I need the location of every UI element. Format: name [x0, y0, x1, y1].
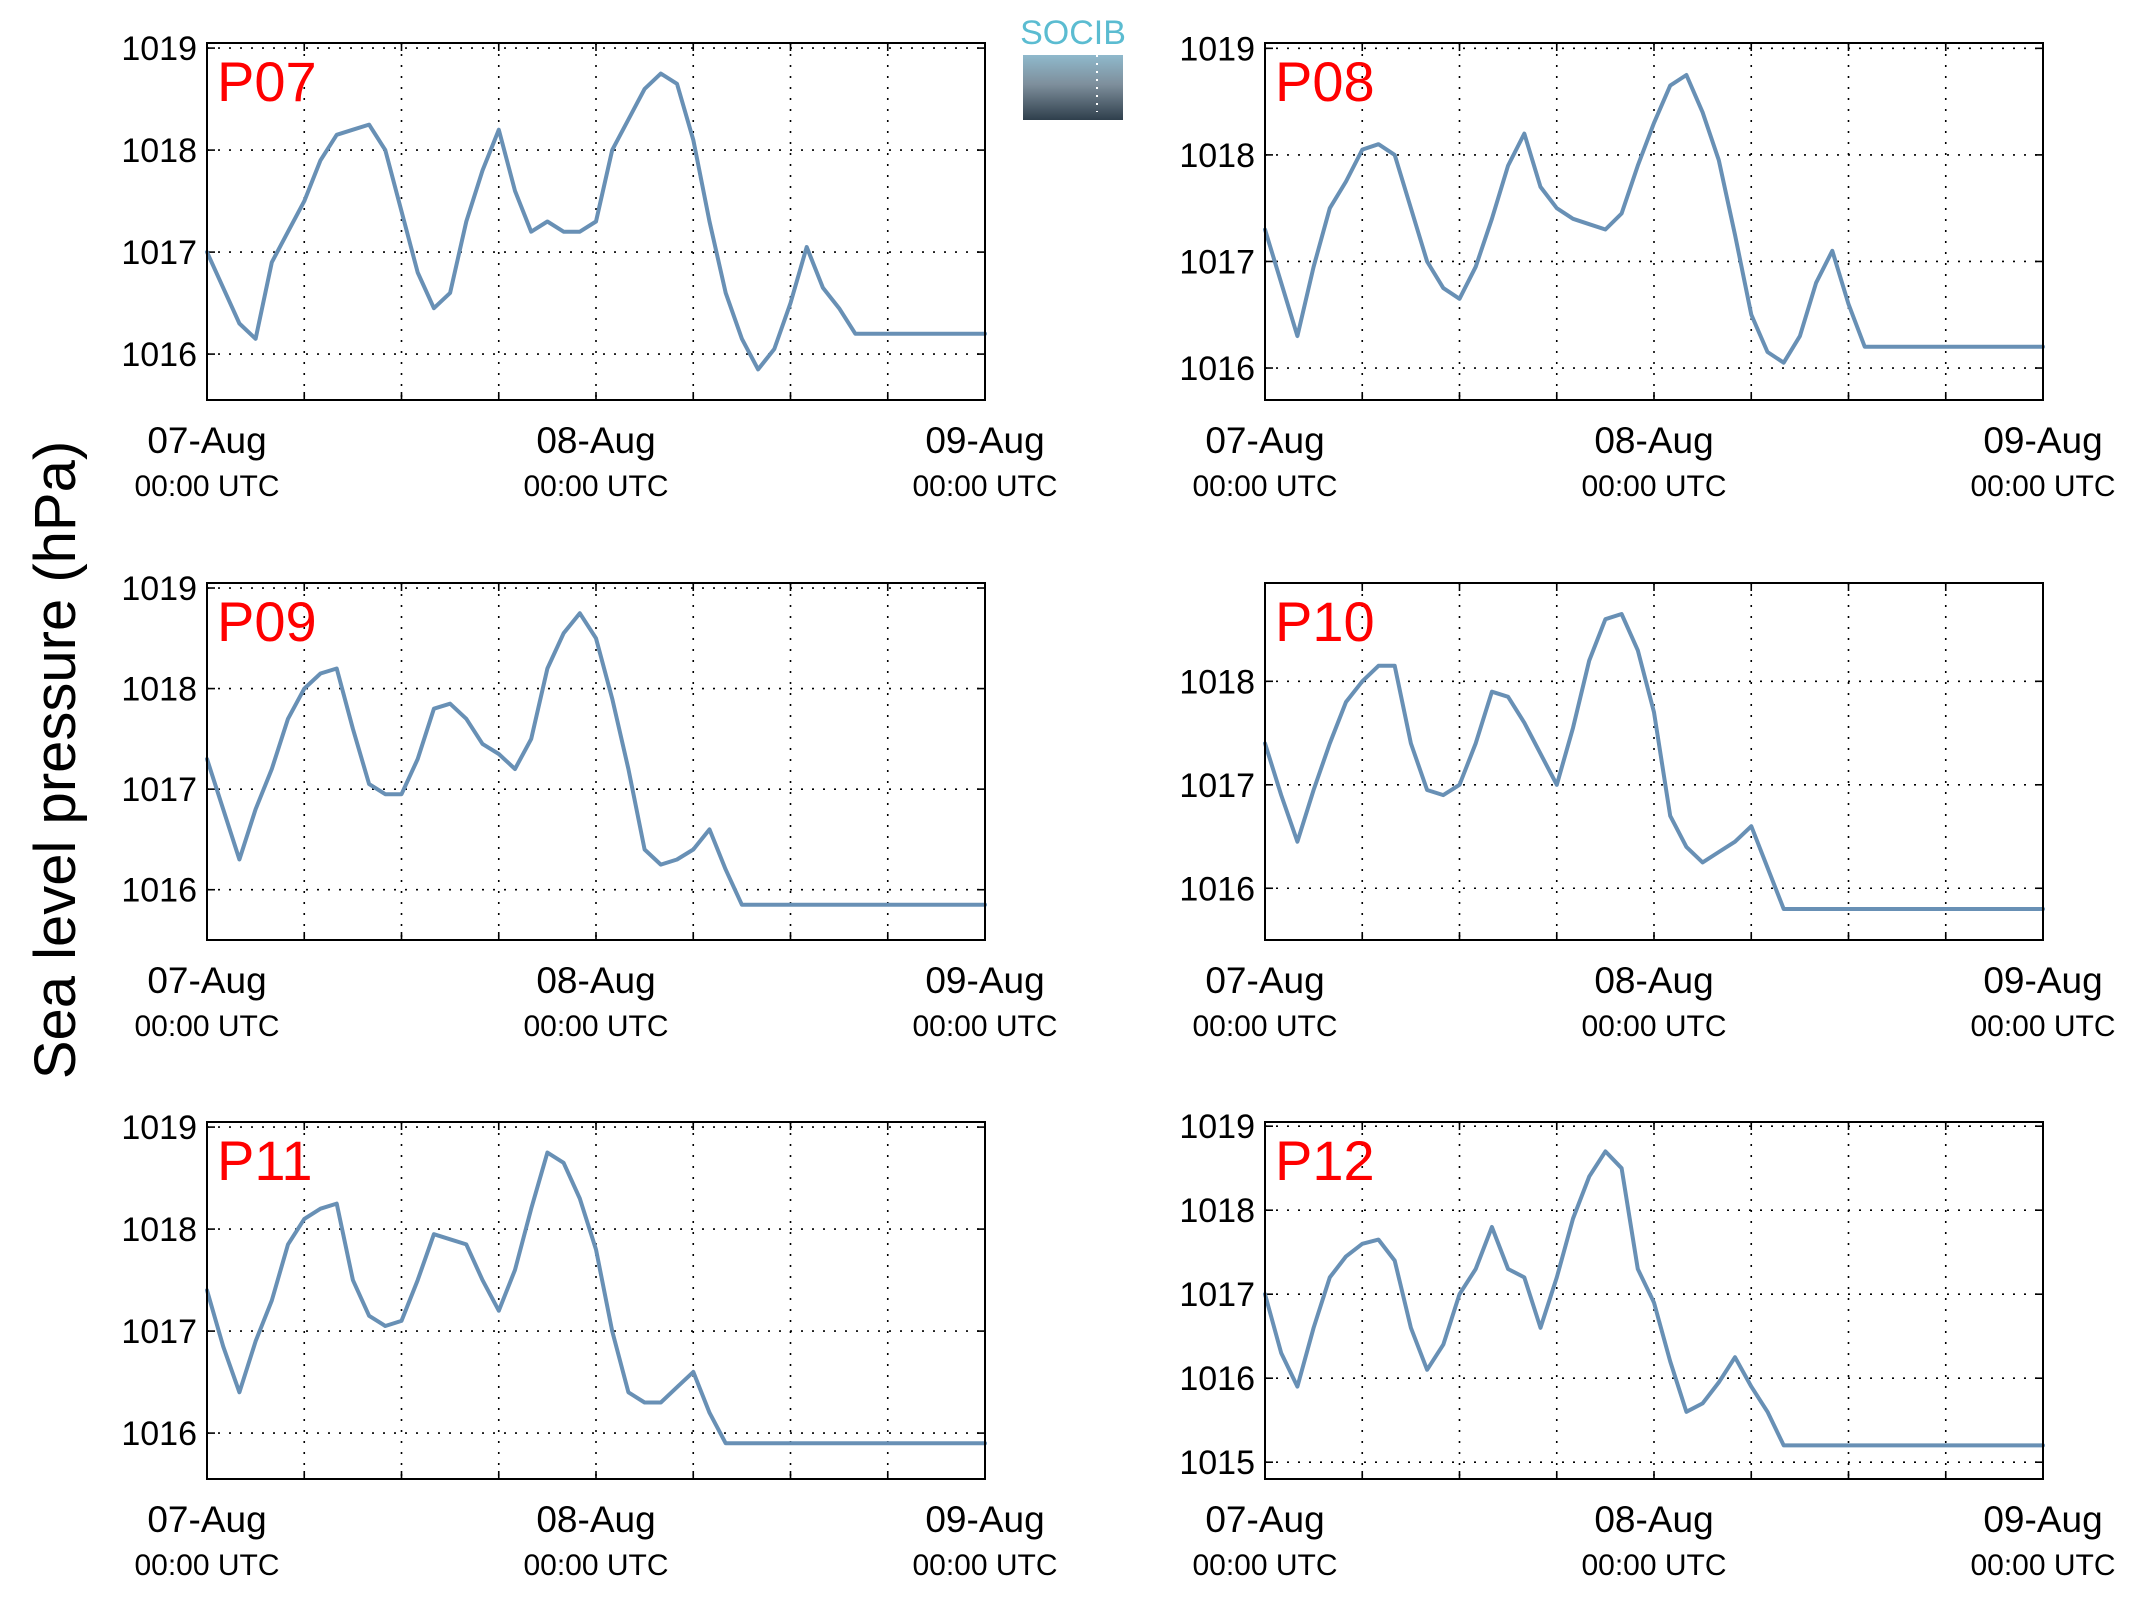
x-tick-time-label: 00:00 UTC — [1581, 1549, 1726, 1582]
x-tick-date-label: 07-Aug — [1205, 420, 1324, 461]
y-tick-label: 1016 — [121, 872, 197, 910]
y-tick-label: 1016 — [1179, 870, 1255, 908]
x-tick-date-label: 08-Aug — [536, 420, 655, 461]
y-tick-label: 1017 — [1179, 1276, 1255, 1314]
y-tick-label: 1017 — [121, 1313, 197, 1351]
x-tick-date-label: 07-Aug — [147, 420, 266, 461]
x-tick-time-label: 00:00 UTC — [134, 1010, 279, 1043]
x-tick-date-label: 07-Aug — [1205, 1499, 1324, 1540]
y-tick-label: 1017 — [1179, 243, 1255, 281]
y-axis-title: Sea level pressure (hPa) — [23, 441, 88, 1079]
y-tick-label: 1016 — [1179, 350, 1255, 388]
axes-frame — [1264, 42, 2044, 401]
x-tick-time-label: 00:00 UTC — [1581, 470, 1726, 503]
x-tick-time-label: 00:00 UTC — [1192, 470, 1337, 503]
x-tick-time-label: 00:00 UTC — [912, 470, 1057, 503]
x-tick-date-label: 09-Aug — [925, 960, 1044, 1001]
chart-panel-p07: 1016 1017 1018 1019 P07 07-Aug 00:00 UTC 08-Aug… — [121, 30, 1057, 503]
chart-panel-p11: 1016 1017 1018 1019 P11 07-Aug 00:00 UTC 08-Aug… — [121, 1109, 1057, 1582]
panel-label: P07 — [217, 50, 317, 113]
x-tick-time-label: 00:00 UTC — [912, 1010, 1057, 1043]
x-tick-date-label: 08-Aug — [1594, 1499, 1713, 1540]
x-tick-date-label: 08-Aug — [536, 960, 655, 1001]
x-tick-time-label: 00:00 UTC — [912, 1549, 1057, 1582]
y-tick-label: 1016 — [121, 1415, 197, 1453]
x-tick-time-label: 00:00 UTC — [134, 470, 279, 503]
x-tick-date-label: 07-Aug — [147, 960, 266, 1001]
pressure-series-line — [1263, 612, 2045, 911]
axes-frame — [206, 582, 986, 941]
panel-label: P08 — [1275, 50, 1375, 113]
y-tick-label: 1018 — [121, 1211, 197, 1249]
x-tick-time-label: 00:00 UTC — [134, 1549, 279, 1582]
chart-panel-p09: 1016 1017 1018 1019 P09 07-Aug 00:00 UTC 08-Aug… — [121, 570, 1057, 1043]
chart-panel-p12: 1015 1016 1017 1018 1019 P12 07-Aug 00:00 UTC 08… — [1179, 1108, 2115, 1582]
y-tick-label: 1019 — [1179, 30, 1255, 68]
panel-label: P09 — [217, 590, 317, 653]
x-tick-time-label: 00:00 UTC — [1581, 1010, 1726, 1043]
y-tick-label: 1019 — [121, 30, 197, 68]
x-tick-time-label: 00:00 UTC — [1192, 1010, 1337, 1043]
panel-label: P11 — [217, 1129, 312, 1192]
x-tick-time-label: 00:00 UTC — [1970, 1010, 2115, 1043]
y-tick-label: 1018 — [121, 671, 197, 709]
pressure-series-line — [205, 611, 987, 907]
chart-panel-p08: 1016 1017 1018 1019 P08 07-Aug 00:00 UTC 08-Aug… — [1179, 30, 2115, 503]
axes-frame — [1264, 1121, 2044, 1480]
x-tick-date-label: 07-Aug — [1205, 960, 1324, 1001]
socib-logo: SOCIB — [1020, 14, 1126, 120]
x-tick-date-label: 09-Aug — [1983, 960, 2102, 1001]
x-tick-date-label: 09-Aug — [925, 420, 1044, 461]
pressure-series-line — [1263, 73, 2045, 365]
x-tick-time-label: 00:00 UTC — [523, 470, 668, 503]
y-tick-label: 1019 — [1179, 1108, 1255, 1146]
x-tick-date-label: 09-Aug — [1983, 420, 2102, 461]
x-tick-date-label: 08-Aug — [1594, 420, 1713, 461]
y-tick-label: 1019 — [121, 570, 197, 608]
x-tick-time-label: 00:00 UTC — [1192, 1549, 1337, 1582]
plot-area — [1265, 583, 2043, 940]
logo-text: SOCIB — [1020, 14, 1126, 52]
axes-frame — [206, 42, 986, 401]
axes-frame — [1264, 582, 2044, 941]
panel-label: P10 — [1275, 590, 1375, 653]
x-tick-date-label: 08-Aug — [1594, 960, 1713, 1001]
y-tick-label: 1019 — [121, 1109, 197, 1147]
x-tick-date-label: 07-Aug — [147, 1499, 266, 1540]
y-tick-label: 1017 — [121, 234, 197, 272]
y-tick-label: 1016 — [121, 336, 197, 374]
x-tick-time-label: 00:00 UTC — [1970, 1549, 2115, 1582]
pressure-series-line — [1263, 1149, 2045, 1448]
panel-label: P12 — [1275, 1129, 1375, 1192]
y-tick-label: 1016 — [1179, 1360, 1255, 1398]
y-tick-label: 1018 — [121, 132, 197, 170]
pressure-series-line — [205, 71, 987, 372]
x-tick-time-label: 00:00 UTC — [523, 1549, 668, 1582]
axes-frame — [206, 1121, 986, 1480]
y-tick-label: 1018 — [1179, 1192, 1255, 1230]
x-tick-date-label: 09-Aug — [925, 1499, 1044, 1540]
y-tick-label: 1017 — [121, 771, 197, 809]
x-tick-time-label: 00:00 UTC — [1970, 470, 2115, 503]
y-tick-label: 1015 — [1179, 1444, 1255, 1482]
x-tick-date-label: 09-Aug — [1983, 1499, 2102, 1540]
x-tick-date-label: 08-Aug — [536, 1499, 655, 1540]
y-tick-label: 1018 — [1179, 137, 1255, 175]
chart-panel-p10: 1016 1017 1018 P10 07-Aug 00:00 UTC 08-Aug 00:0… — [1179, 582, 2116, 1043]
y-tick-label: 1017 — [1179, 767, 1255, 805]
x-tick-time-label: 00:00 UTC — [523, 1010, 668, 1043]
plot-area — [207, 1122, 985, 1479]
y-tick-label: 1018 — [1179, 663, 1255, 701]
pressure-series-line — [205, 1150, 987, 1446]
